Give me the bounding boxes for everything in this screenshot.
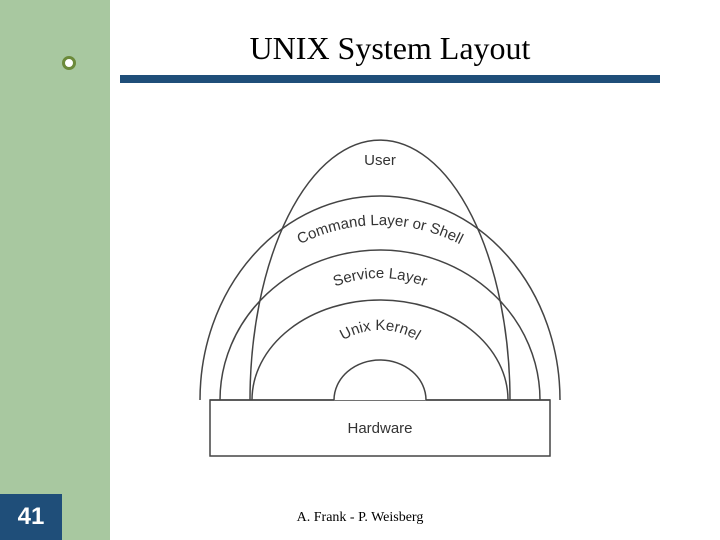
title-bullet-icon — [62, 56, 76, 70]
slide-footer: A. Frank - P. Weisberg — [0, 510, 720, 526]
title-area: UNIX System Layout — [110, 30, 670, 83]
title-underline — [120, 75, 660, 83]
svg-text:Unix Kernel: Unix Kernel — [337, 317, 423, 344]
slide-number: 41 — [18, 503, 45, 531]
svg-text:Command Layer or Shell: Command Layer or Shell — [294, 212, 465, 248]
slide-title: UNIX System Layout — [110, 30, 670, 67]
unix-layers-diagram: Hardware Unix Kernel Service Layer Command … — [180, 120, 580, 480]
svg-text:Service Layer: Service Layer — [331, 265, 430, 290]
svg-text:User: User — [364, 152, 396, 169]
sidebar-accent — [0, 0, 110, 540]
slide-number-box: 41 — [0, 494, 62, 540]
svg-text:Hardware: Hardware — [347, 420, 412, 437]
